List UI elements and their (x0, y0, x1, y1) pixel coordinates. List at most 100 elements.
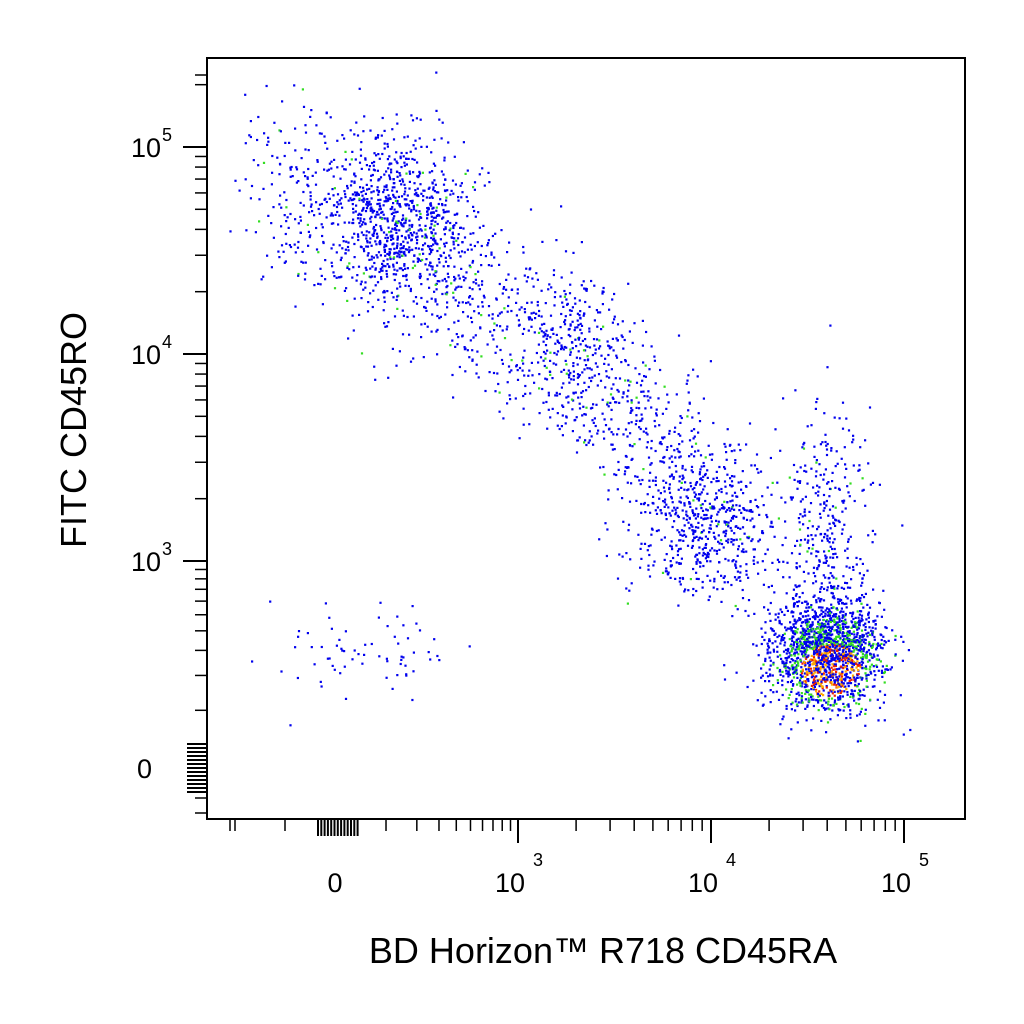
data-point (439, 238, 442, 241)
data-point (528, 369, 531, 372)
data-point (535, 312, 538, 315)
data-point (460, 285, 463, 288)
data-point (823, 649, 826, 652)
data-point (698, 497, 701, 500)
data-point (791, 664, 794, 667)
data-point (843, 666, 847, 669)
data-point (833, 681, 836, 684)
data-point (580, 324, 584, 327)
data-point (793, 602, 796, 605)
data-point (800, 697, 803, 700)
data-point (755, 644, 758, 647)
data-point (858, 598, 861, 601)
data-point (763, 606, 766, 609)
data-point (328, 162, 331, 165)
data-point (416, 239, 419, 242)
data-point (344, 252, 347, 255)
data-point (851, 612, 854, 615)
data-point (823, 626, 826, 629)
data-point (769, 674, 772, 677)
data-point (796, 470, 799, 473)
data-point (635, 499, 638, 502)
data-point (792, 611, 795, 614)
data-point (270, 183, 273, 186)
data-point (597, 347, 601, 350)
data-point (878, 706, 882, 709)
data-point (703, 553, 707, 556)
data-point (331, 188, 334, 191)
data-point (646, 433, 649, 436)
data-point (706, 492, 709, 495)
data-point (797, 691, 800, 694)
data-point (428, 171, 431, 174)
data-point (565, 416, 568, 419)
data-point (789, 496, 792, 499)
data-point (706, 517, 709, 520)
data-point (743, 532, 746, 535)
data-point (856, 631, 859, 635)
data-point (719, 539, 723, 542)
data-point (469, 232, 472, 235)
data-point (744, 485, 748, 488)
data-point (833, 618, 836, 621)
data-point (811, 643, 814, 646)
data-point (278, 129, 281, 132)
data-point (358, 199, 361, 202)
data-point (826, 665, 829, 668)
data-point (841, 644, 845, 647)
data-point (843, 705, 846, 709)
data-point (580, 391, 583, 394)
data-point (876, 615, 879, 618)
data-point (490, 264, 493, 267)
data-point (770, 520, 773, 523)
data-point (732, 559, 735, 562)
data-point (309, 198, 312, 201)
data-point (823, 550, 826, 553)
data-point (586, 345, 589, 348)
data-point (461, 301, 464, 304)
data-point (544, 344, 548, 347)
data-point (405, 172, 408, 175)
data-point (475, 372, 478, 375)
data-point (543, 364, 546, 368)
data-point (825, 453, 829, 457)
data-point (827, 703, 830, 706)
data-point (584, 413, 587, 416)
data-point (822, 561, 825, 564)
data-point (507, 365, 511, 368)
data-point (399, 662, 402, 666)
data-point (828, 608, 831, 611)
data-point (785, 707, 788, 710)
data-point (412, 670, 415, 673)
data-point (688, 527, 691, 530)
data-point (853, 676, 856, 679)
data-point (372, 256, 375, 259)
data-point (817, 615, 820, 618)
data-point (745, 573, 748, 576)
data-point (844, 614, 847, 617)
data-point (348, 262, 351, 265)
data-point (638, 438, 641, 441)
data-point (542, 401, 545, 404)
data-point (569, 283, 572, 286)
data-point (831, 645, 834, 648)
data-point (579, 310, 582, 313)
data-point (448, 229, 451, 232)
data-point (412, 231, 416, 234)
data-point (758, 538, 761, 541)
data-point (420, 145, 423, 148)
data-point (822, 672, 825, 675)
data-point (818, 512, 822, 515)
data-point (726, 508, 729, 512)
data-point (575, 356, 578, 359)
data-point (393, 215, 396, 218)
data-point (851, 621, 854, 624)
data-point (644, 511, 647, 514)
data-point (582, 280, 585, 283)
data-point (360, 280, 363, 283)
data-point (860, 610, 863, 613)
data-point (359, 186, 362, 189)
data-point (672, 476, 675, 479)
data-point (747, 599, 751, 602)
data-point (802, 654, 805, 657)
